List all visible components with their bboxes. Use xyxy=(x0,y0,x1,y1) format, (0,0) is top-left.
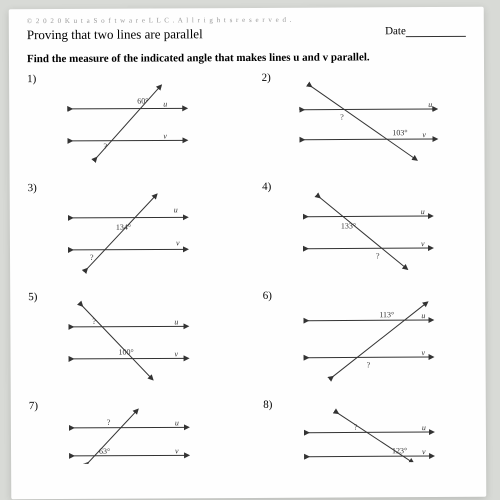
angle-label: 123° xyxy=(392,446,407,455)
problem-7: 7) ? 63° u v xyxy=(29,399,234,460)
angle-label: 134° xyxy=(116,223,131,232)
date-field: Date xyxy=(385,25,466,41)
line-u-label: u xyxy=(428,100,432,109)
problem-number: 8) xyxy=(263,399,272,411)
angle-label: 133° xyxy=(340,221,355,230)
question-mark: ? xyxy=(353,422,357,431)
question-mark: ? xyxy=(92,317,96,326)
question-mark: ? xyxy=(340,112,344,121)
problem-1: 1) 60° ? u v xyxy=(27,72,232,178)
line-u-label: u xyxy=(421,423,425,432)
line-u-label: u xyxy=(421,311,425,320)
date-line xyxy=(406,36,466,37)
date-label: Date xyxy=(385,25,406,37)
line-v-label: v xyxy=(422,447,426,456)
line-v-label: v xyxy=(422,130,426,139)
angle-label: 63° xyxy=(99,447,110,456)
problem-8: 8) ? 123° u v xyxy=(263,398,468,459)
diagram-3: 134° ? u v xyxy=(56,187,216,280)
problems-grid: 1) 60° ? u v 2) xyxy=(27,71,468,460)
question-mark: ? xyxy=(103,142,107,151)
problem-4: 4) 133° ? u v xyxy=(262,180,467,286)
worksheet-title: Proving that two lines are parallel xyxy=(27,26,203,43)
angle-label: 103° xyxy=(392,128,407,137)
line-v-label: v xyxy=(163,131,167,140)
problem-number: 3) xyxy=(28,182,37,194)
problem-number: 6) xyxy=(263,290,272,302)
line-v-label: v xyxy=(175,446,179,455)
line-u-label: u xyxy=(174,205,178,214)
angle-label: 60° xyxy=(137,97,148,106)
problem-number: 5) xyxy=(28,291,37,303)
line-v-label: v xyxy=(421,348,425,357)
diagram-6: 113° ? u v xyxy=(291,295,451,388)
diagram-2: ? 103° u v xyxy=(290,77,450,170)
line-u-label: u xyxy=(420,207,424,216)
diagram-8: ? 123° u v xyxy=(291,404,451,463)
question-mark: ? xyxy=(107,418,111,427)
angle-label: 100° xyxy=(118,348,133,357)
problem-number: 4) xyxy=(262,181,271,193)
problem-6: 6) 113° ? u v xyxy=(263,289,468,395)
copyright-text: © 2 0 2 0 K u t a S o f t w a r e L L C … xyxy=(27,15,466,25)
problem-number: 1) xyxy=(27,73,36,85)
instruction-text: Find the measure of the indicated angle … xyxy=(27,51,466,65)
problem-2: 2) ? 103° u v xyxy=(262,71,467,177)
line-v-label: v xyxy=(175,349,179,358)
title-row: Proving that two lines are parallel Date xyxy=(27,25,466,43)
line-v-label: v xyxy=(176,238,180,247)
diagram-5: ? 100° u v xyxy=(56,296,216,389)
worksheet-page: © 2 0 2 0 K u t a S o f t w a r e L L C … xyxy=(9,7,487,499)
line-u-label: u xyxy=(163,99,167,108)
problem-number: 2) xyxy=(262,72,271,84)
diagram-4: 133° ? u v xyxy=(290,186,450,279)
question-mark: ? xyxy=(90,253,94,262)
diagram-7: ? 63° u v xyxy=(57,405,217,464)
line-u-label: u xyxy=(175,418,179,427)
problem-number: 7) xyxy=(29,400,38,412)
line-u-label: u xyxy=(174,317,178,326)
question-mark: ? xyxy=(375,251,379,260)
diagram-1: 60° ? u v xyxy=(55,78,215,171)
problem-3: 3) 134° ? u v xyxy=(28,181,233,287)
problem-5: 5) ? 100° u v xyxy=(28,290,233,396)
question-mark: ? xyxy=(366,360,370,369)
angle-label: 113° xyxy=(379,310,394,319)
line-v-label: v xyxy=(420,239,424,248)
